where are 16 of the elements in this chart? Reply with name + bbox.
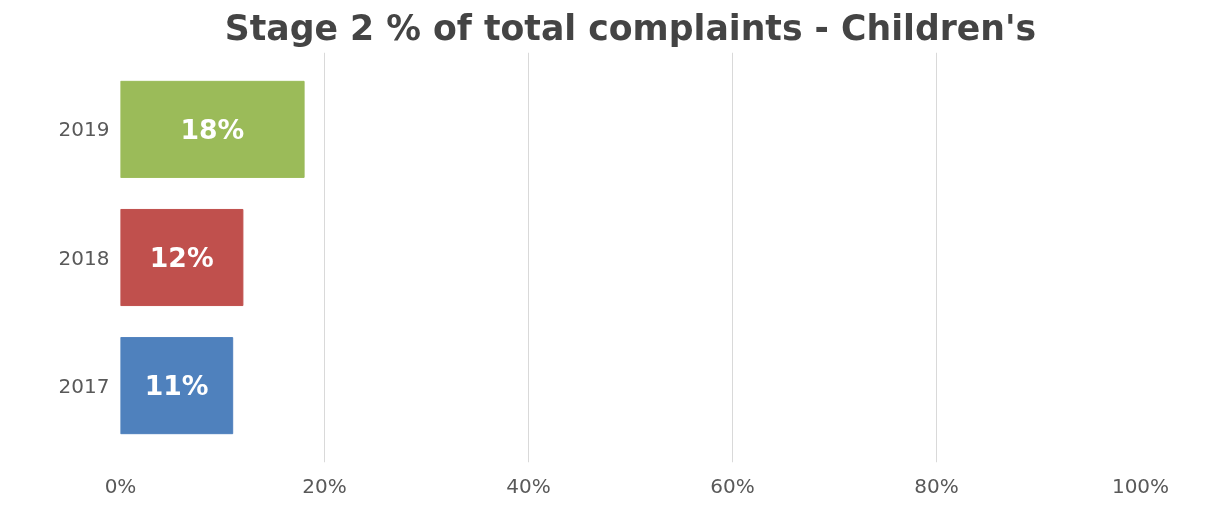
data-label: 12% [149, 242, 214, 273]
x-tick-label: 80% [914, 473, 959, 498]
x-tick-label: 20% [302, 473, 347, 498]
y-tick-label: 2017 [58, 373, 110, 398]
bar [120, 80, 305, 178]
chart-title: Stage 2 % of total complaints - Children's [224, 7, 1037, 48]
y-tick-label: 2019 [58, 117, 110, 142]
data-label: 18% [180, 113, 245, 145]
y-tick-label: 2018 [58, 245, 110, 270]
bar [120, 208, 244, 307]
x-tick-label: 100% [1111, 473, 1170, 498]
x-tick-label: 40% [506, 473, 551, 498]
x-tick-label: 60% [710, 473, 755, 498]
bar [120, 337, 234, 435]
x-tick-label: 0% [104, 473, 137, 498]
data-label: 11% [144, 370, 209, 402]
